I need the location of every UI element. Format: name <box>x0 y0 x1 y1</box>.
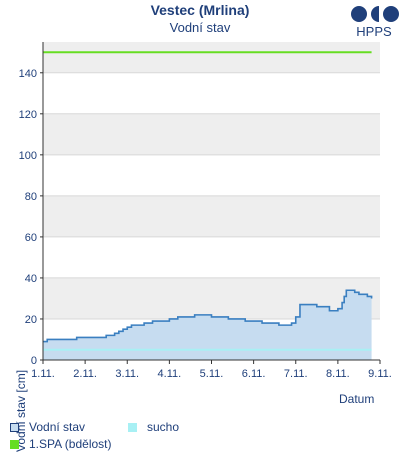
y-tick-label: 20 <box>25 314 37 326</box>
y-tick-label: 40 <box>25 273 37 285</box>
legend-swatch-vodni-stav <box>10 423 19 432</box>
x-tick-label: 3.11. <box>115 368 139 380</box>
area-fill-vodni-stav <box>43 290 372 360</box>
legend-item-vodni-stav: Vodní stav <box>10 420 85 434</box>
legend-label-1spa: 1.SPA (bdělost) <box>29 437 112 451</box>
y-axis-label-wrap: Vodní stav [cm] <box>2 250 28 452</box>
chart-title: Vestec (Mrlina) <box>150 2 250 18</box>
legend-item-sucho: sucho <box>128 420 179 434</box>
legend-swatch-sucho <box>128 423 137 432</box>
x-tick-label: 8.11. <box>326 368 350 380</box>
hpps-logo-icon <box>351 6 399 22</box>
y-tick-label: 120 <box>19 109 37 121</box>
legend-label-sucho: sucho <box>147 420 180 434</box>
y-tick-label: 80 <box>25 191 37 203</box>
chart-subtitle: Vodní stav <box>169 20 231 35</box>
x-tick-label: 2.11. <box>73 368 97 380</box>
legend-item-1spa: 1.SPA (bdělost) <box>10 437 112 451</box>
x-tick-label: 4.11. <box>158 368 182 380</box>
y-tick-label: 140 <box>19 68 37 80</box>
x-tick-label: 5.11. <box>200 368 224 380</box>
legend-swatch-1spa <box>10 440 19 449</box>
grid-band <box>43 42 380 73</box>
x-tick-label: 1.11. <box>31 368 55 380</box>
y-tick-label: 60 <box>25 232 37 244</box>
grid-band <box>43 113 380 155</box>
hpps-logo: HPPS <box>346 5 400 41</box>
x-tick-label: 9.11. <box>368 368 392 380</box>
x-tick-label: 6.11. <box>242 368 266 380</box>
y-tick-label: 100 <box>19 150 37 162</box>
y-tick-label: 0 <box>31 355 37 367</box>
legend-label-vodni-stav: Vodní stav <box>29 420 86 434</box>
x-axis-label: Datum <box>339 392 375 406</box>
x-tick-label: 7.11. <box>284 368 308 380</box>
logo-text: HPPS <box>356 24 392 39</box>
series-line-vodni-stav <box>43 289 373 343</box>
grid-band <box>43 195 380 237</box>
